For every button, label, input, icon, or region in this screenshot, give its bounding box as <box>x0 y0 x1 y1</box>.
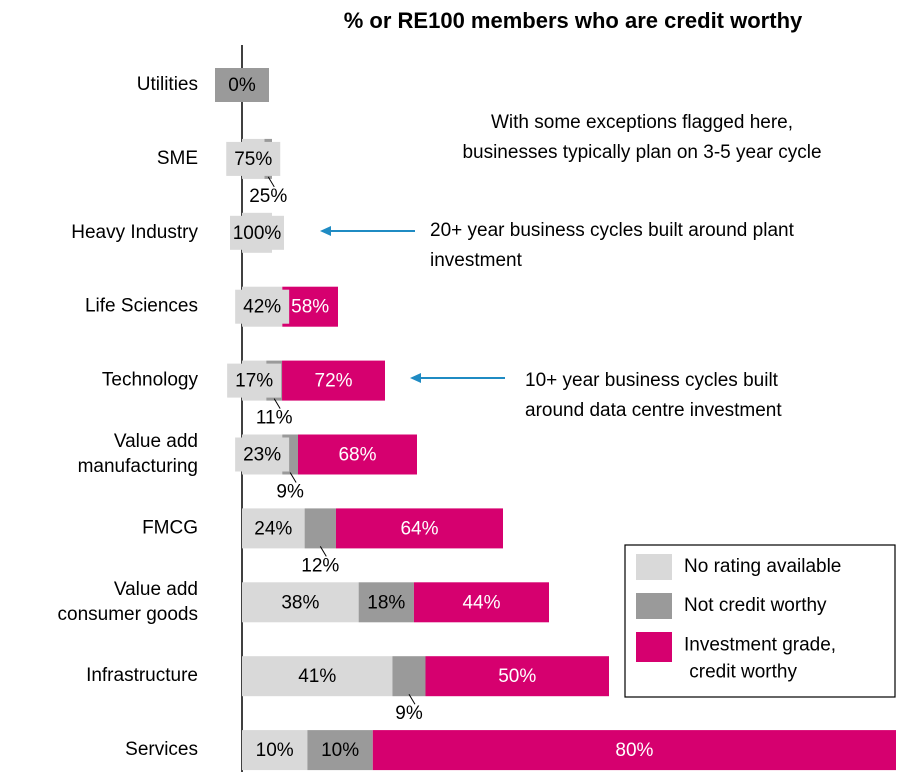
arrow-head <box>410 373 421 383</box>
legend-label: Not credit worthy <box>684 595 827 616</box>
label-box <box>235 289 290 324</box>
value-label: 68% <box>338 445 376 466</box>
value-label: 41% <box>298 666 336 687</box>
value-label: 44% <box>462 592 500 613</box>
bar-segment <box>242 656 393 697</box>
bar-segment <box>282 360 385 401</box>
value-label: 17% <box>235 371 273 392</box>
value-label: 58% <box>291 297 329 318</box>
bar-segment <box>242 730 308 771</box>
value-label: 75% <box>234 149 272 170</box>
label-box <box>235 437 290 472</box>
annotation: 10+ year business cycles built around dat… <box>525 370 782 421</box>
value-label: 10% <box>321 740 359 761</box>
arrows <box>320 226 505 383</box>
legend-swatch <box>636 632 672 662</box>
value-label: 11% <box>256 408 293 429</box>
value-label: 9% <box>276 482 304 503</box>
value-label: 18% <box>367 592 405 613</box>
bar-segment <box>298 434 417 475</box>
value-label: 9% <box>395 703 423 724</box>
legend-swatch <box>636 554 672 580</box>
value-label: 23% <box>243 445 281 466</box>
label-box <box>230 215 284 250</box>
label-box <box>215 68 269 102</box>
bar-segment <box>413 582 549 623</box>
category-label: Infrastructure <box>86 665 198 686</box>
category-label: Technology <box>102 370 199 391</box>
value-label: 25% <box>249 186 287 207</box>
bar-segment <box>282 286 338 327</box>
bar-segment <box>358 582 414 623</box>
bar-segment <box>304 508 336 549</box>
label-box <box>226 141 281 176</box>
category-label: Heavy Industry <box>71 222 198 243</box>
leader-line <box>267 176 275 188</box>
value-label: 42% <box>243 297 281 318</box>
category-label: Value add manufacturing <box>78 431 198 477</box>
bar-segment <box>425 656 609 697</box>
value-label: 38% <box>281 592 319 613</box>
bar-segment <box>335 508 503 549</box>
arrow-head <box>320 226 331 236</box>
value-label: 80% <box>615 740 653 761</box>
value-label: 50% <box>498 666 536 687</box>
label-box <box>227 363 282 398</box>
bar-segment <box>307 730 373 771</box>
value-label: 64% <box>400 518 438 539</box>
category-label: Life Sciences <box>85 296 198 317</box>
value-label: 10% <box>256 740 294 761</box>
bar-segment <box>392 656 426 697</box>
leader-line <box>408 693 416 705</box>
bar-segment <box>372 730 896 771</box>
value-label: 0% <box>228 75 256 96</box>
leader-line <box>273 398 281 409</box>
chart-title: % or RE100 members who are credit worthy <box>344 8 803 33</box>
value-label: 24% <box>254 518 292 539</box>
category-label: Services <box>125 739 198 760</box>
category-label: Value add consumer goods <box>58 579 198 625</box>
value-label: 100% <box>233 223 282 244</box>
category-label: FMCG <box>142 517 198 538</box>
legend-swatch <box>636 593 672 619</box>
bar-segment <box>242 508 305 549</box>
value-label: 72% <box>315 371 353 392</box>
legend-label: No rating available <box>684 556 841 577</box>
category-label: Utilities <box>137 74 198 95</box>
legend-label: Investment grade, credit worthy <box>684 635 836 683</box>
leader-line <box>289 472 297 483</box>
leader-line <box>319 546 327 557</box>
annotation: 20+ year business cycles built around pl… <box>430 220 795 271</box>
value-label: 12% <box>301 555 339 576</box>
category-label: SME <box>157 148 198 169</box>
bar-segment <box>242 582 359 623</box>
annotation: With some exceptions flagged here, busine… <box>462 112 821 163</box>
